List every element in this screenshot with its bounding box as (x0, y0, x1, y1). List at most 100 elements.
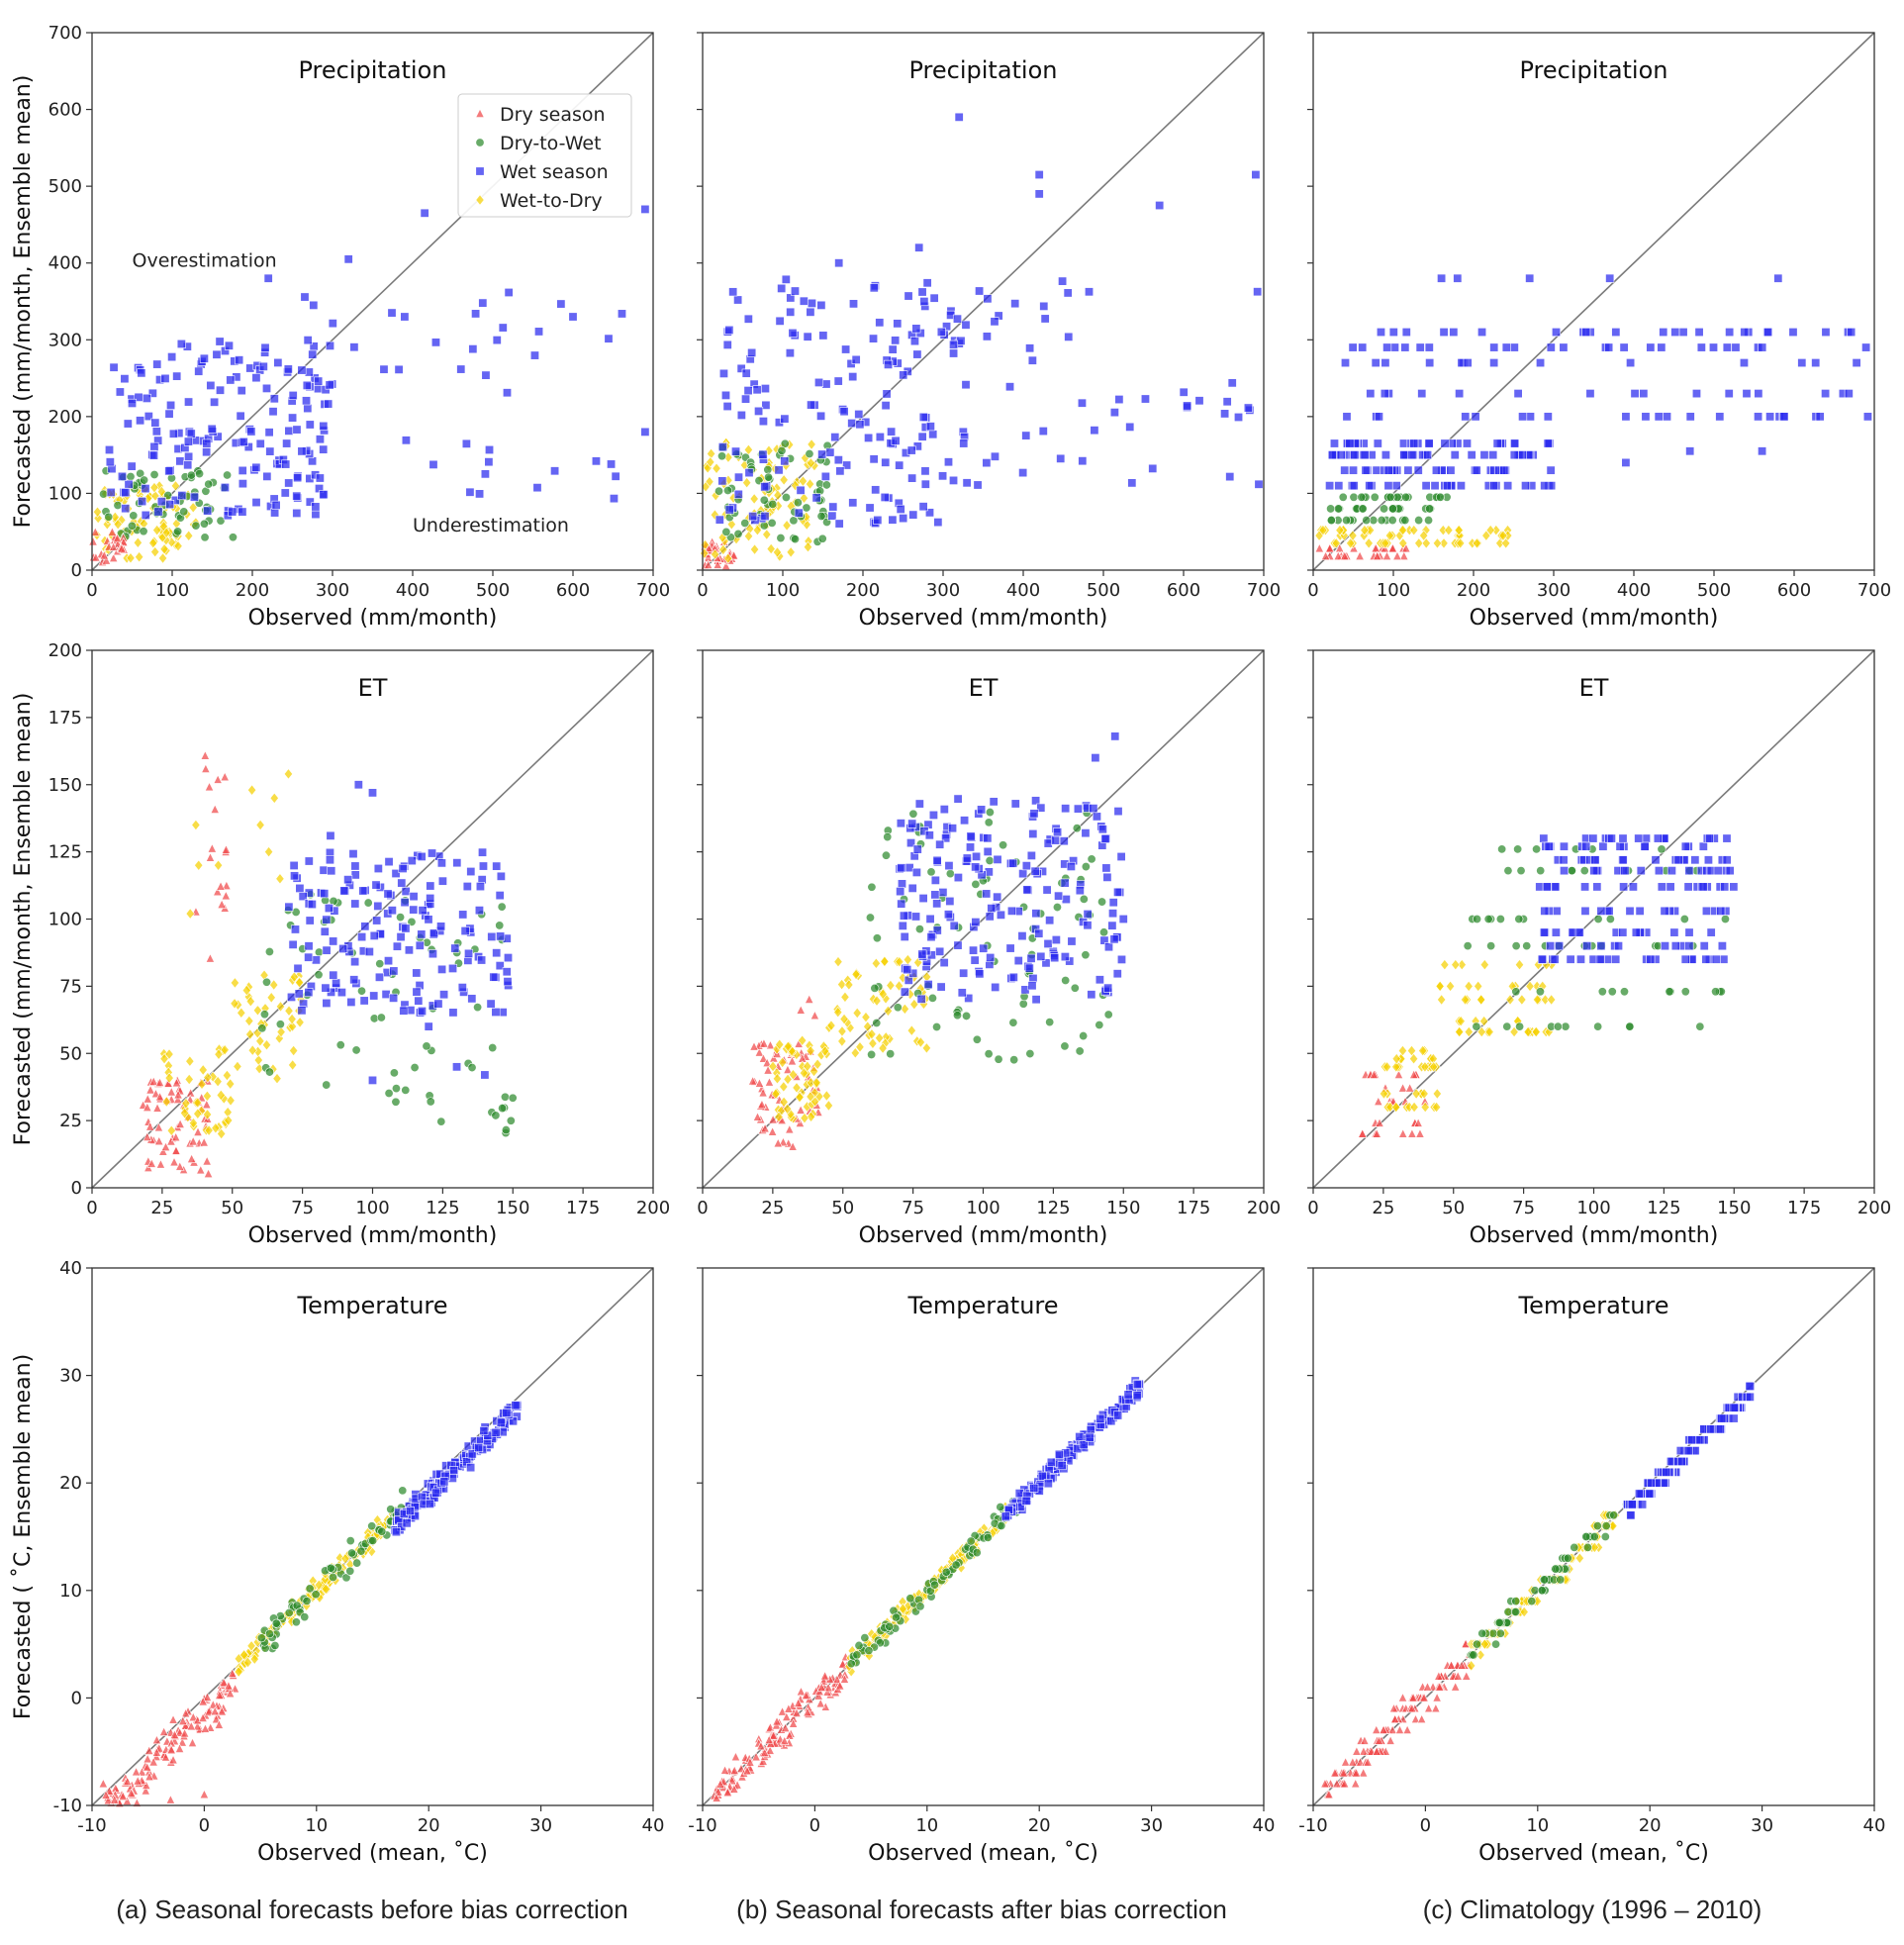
point-wet (897, 863, 906, 873)
point-wet (717, 476, 727, 486)
point-wet (935, 839, 945, 849)
point-d2w (199, 519, 209, 529)
point-wet (264, 428, 274, 438)
point-wet (477, 955, 487, 965)
point-wet (502, 967, 512, 977)
point-w2d (185, 908, 195, 920)
point-wet (437, 964, 447, 974)
point-wet (986, 953, 996, 963)
point-w2d (1476, 994, 1486, 1006)
x-axis-label: Observed (mm/month) (1470, 606, 1719, 631)
point-w2d (213, 1075, 223, 1088)
point-d2w (265, 1629, 275, 1639)
x-axis-label: Observed (mm/month) (859, 606, 1108, 631)
annotation-overestimation: Overestimation (133, 250, 277, 272)
point-wet (953, 873, 963, 883)
point-wet (1329, 438, 1339, 448)
point-dry (754, 1078, 765, 1088)
point-wet (1588, 833, 1598, 843)
point-d2w (966, 1536, 976, 1546)
point-wet (1085, 287, 1095, 297)
point-wet (936, 327, 946, 337)
x-tick-label: -10 (1298, 1815, 1327, 1836)
point-wet (322, 998, 332, 1008)
point-wet (741, 368, 751, 378)
point-wet (412, 968, 422, 978)
point-wet (511, 1401, 521, 1410)
point-wet (183, 460, 193, 470)
point-wet (486, 999, 496, 1009)
point-d2w (1657, 844, 1666, 854)
point-d2w (104, 512, 114, 522)
point-wet (1582, 941, 1592, 951)
scatter-points (1357, 833, 1739, 1138)
point-dry (719, 1765, 730, 1775)
point-d2w (996, 1503, 1005, 1512)
x-tick-label: 500 (476, 580, 510, 601)
point-wet (1083, 910, 1093, 920)
point-wet (906, 445, 916, 455)
point-dry (221, 890, 231, 901)
point-dry (180, 1707, 191, 1718)
point-wet (983, 294, 993, 304)
point-wet (918, 894, 928, 904)
point-d2w (781, 492, 791, 502)
point-wet (1546, 342, 1556, 352)
y-tick-label: 75 (59, 976, 82, 997)
point-wet (1631, 927, 1641, 937)
point-wet (1021, 861, 1031, 871)
point-wet (731, 446, 741, 456)
point-w2d (1574, 1552, 1584, 1564)
point-w2d (823, 1100, 834, 1112)
point-w2d (203, 1071, 213, 1084)
point-wet (292, 508, 302, 518)
point-wet (304, 988, 314, 998)
point-w2d (1411, 1088, 1421, 1100)
point-wet (426, 881, 435, 891)
point-d2w (179, 507, 189, 517)
caption-a: (a) Seasonal forecasts before bias corre… (116, 1895, 628, 1924)
point-wet (1716, 906, 1726, 916)
point-w2d (749, 543, 760, 555)
point-dry (143, 1102, 152, 1112)
point-dry (1399, 550, 1409, 560)
point-d2w (1081, 862, 1091, 872)
point-d2w (777, 445, 787, 455)
point-wet (165, 500, 175, 510)
point-wet (821, 379, 831, 389)
point-wet (1116, 851, 1126, 861)
point-wet (1596, 906, 1606, 916)
point-wet (466, 1463, 476, 1473)
point-dry (222, 880, 232, 890)
point-wet (975, 969, 985, 979)
point-wet (147, 388, 157, 398)
point-wet (164, 409, 174, 419)
point-d2w (908, 809, 918, 819)
point-w2d (915, 1036, 925, 1048)
x-tick-label: 175 (1787, 1198, 1821, 1218)
point-wet (1779, 412, 1789, 422)
point-wet (900, 931, 909, 941)
point-w2d (906, 1024, 916, 1036)
point-w2d (826, 1020, 836, 1031)
point-wet (326, 340, 335, 350)
point-wet (880, 492, 890, 502)
point-wet (961, 320, 971, 330)
point-w2d (1445, 980, 1456, 993)
point-w2d (806, 1045, 815, 1057)
point-wet (1503, 481, 1513, 491)
point-dry (760, 1122, 770, 1133)
point-wet (496, 871, 506, 881)
point-d2w (1511, 1607, 1521, 1617)
point-d2w (723, 485, 733, 495)
point-w2d (792, 1082, 802, 1094)
point-wet (1008, 858, 1018, 868)
point-d2w (1532, 844, 1542, 854)
identity-line (1312, 649, 1875, 1189)
point-wet (1075, 1432, 1085, 1442)
point-dry (1409, 1069, 1419, 1079)
point-wet (990, 451, 1000, 461)
point-dry (208, 1700, 218, 1709)
point-d2w (1625, 1021, 1635, 1031)
point-wet (1717, 941, 1727, 951)
